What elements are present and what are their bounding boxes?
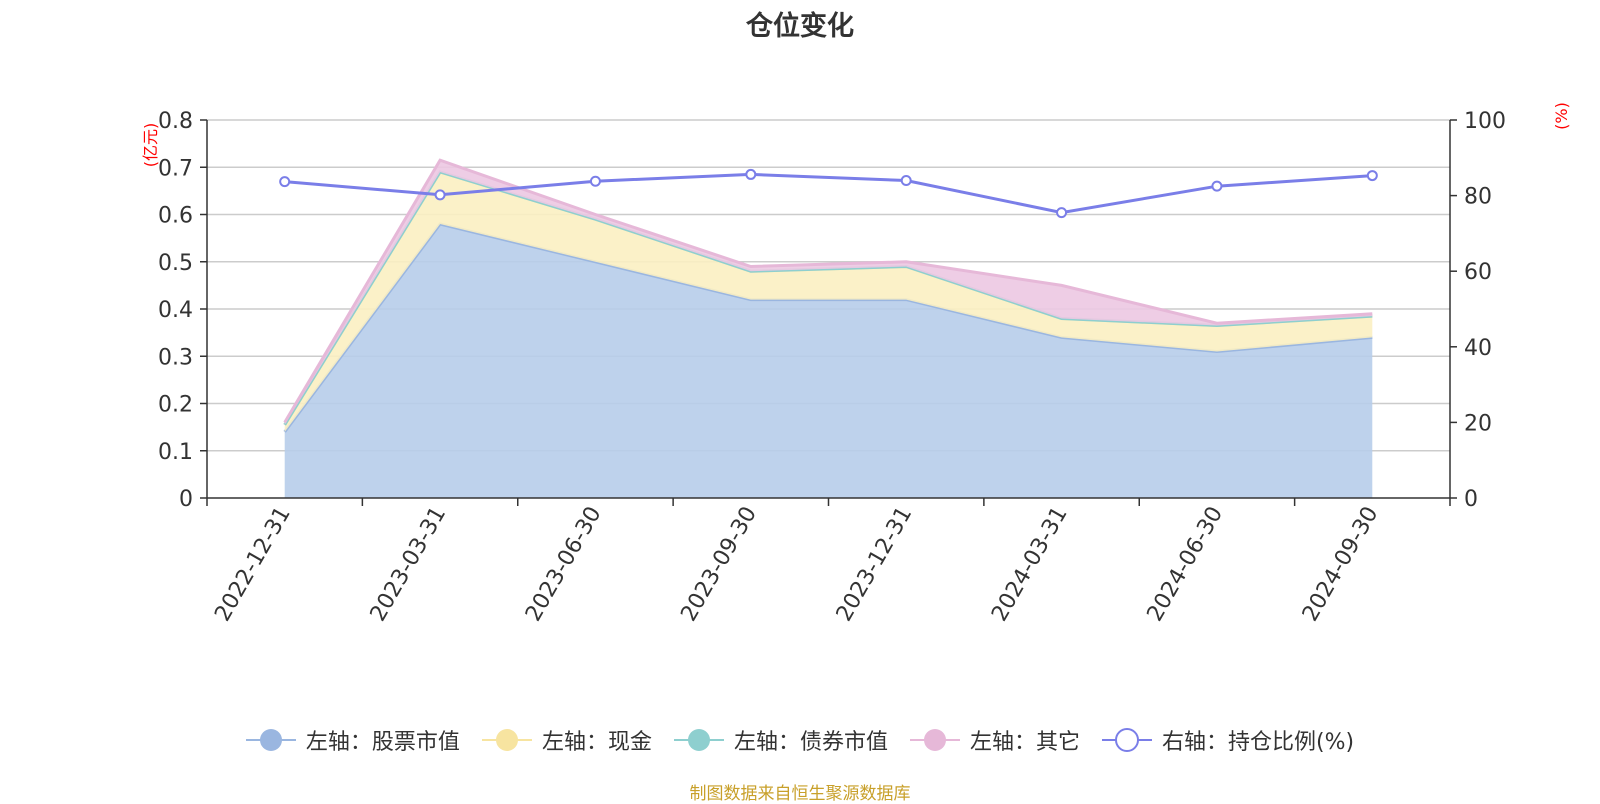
left-tick-label: 0 — [179, 487, 193, 512]
legend: 左轴：股票市值 左轴：现金 左轴：债券市值 左轴：其它 右轴：持仓比例(%) — [0, 722, 1600, 758]
legend-swatch-bond-icon — [673, 729, 724, 751]
legend-label-stock: 左轴：股票市值 — [305, 730, 460, 755]
ratio-point — [279, 176, 291, 188]
left-tick-label: 0.7 — [158, 156, 193, 181]
x-tick-label: 2023-12-31 — [832, 503, 918, 626]
legend-item-other[interactable]: 左轴：其它 — [909, 724, 1080, 756]
ratio-point — [589, 175, 601, 187]
x-tick-label: 2024-09-30 — [1298, 503, 1384, 626]
ratio-line-series — [279, 168, 1378, 219]
right-tick-label: 100 — [1464, 109, 1506, 134]
x-tick-label: 2024-03-31 — [987, 503, 1073, 626]
left-tick-label: 0.1 — [158, 440, 193, 465]
x-tick-label: 2023-06-30 — [521, 503, 607, 626]
area-1 — [284, 172, 1373, 432]
right-tick-label: 60 — [1464, 260, 1492, 285]
left-tick-label: 0.6 — [158, 204, 193, 229]
legend-item-cash[interactable]: 左轴：现金 — [481, 724, 652, 756]
left-tick-label: 0.3 — [158, 345, 193, 370]
ratio-point — [434, 189, 446, 201]
right-tick-label: 40 — [1464, 336, 1492, 361]
legend-label-ratio: 右轴：持仓比例(%) — [1161, 730, 1355, 755]
left-tick-label: 0.5 — [158, 251, 193, 276]
legend-item-stock[interactable]: 左轴：股票市值 — [245, 724, 460, 756]
x-tick-label: 2022-12-31 — [210, 503, 296, 626]
legend-label-cash: 左轴：现金 — [541, 730, 652, 755]
left-tick-label: 0.8 — [158, 109, 193, 134]
legend-item-bond[interactable]: 左轴：债券市值 — [673, 724, 888, 756]
legend-swatch-cash-icon — [481, 729, 532, 751]
right-tick-label: 20 — [1464, 411, 1492, 436]
area-series — [283, 158, 1373, 498]
legend-swatch-ratio-icon — [1101, 728, 1152, 752]
right-tick-label: 80 — [1464, 185, 1492, 210]
ratio-point — [745, 168, 757, 180]
ratio-point — [1366, 170, 1378, 182]
legend-item-ratio[interactable]: 右轴：持仓比例(%) — [1101, 724, 1355, 756]
x-tick-label: 2024-06-30 — [1143, 503, 1229, 626]
x-tick-label: 2023-03-31 — [366, 503, 452, 626]
x-tick-label: 2023-09-30 — [676, 503, 762, 626]
area-0 — [284, 224, 1373, 498]
legend-swatch-other-icon — [909, 729, 960, 751]
ratio-point — [1211, 180, 1223, 192]
chart-title: 仓位变化 — [746, 11, 854, 42]
ratio-line — [284, 172, 1373, 215]
data-source-note: 制图数据来自恒生聚源数据库 — [689, 784, 911, 804]
legend-label-other: 左轴：其它 — [969, 730, 1080, 755]
left-tick-label: 0.4 — [158, 298, 193, 323]
right-axis-label: (%) — [1552, 102, 1571, 130]
ratio-point — [900, 174, 912, 186]
legend-swatch-stock-icon — [245, 729, 296, 751]
left-axis-label: (亿元) — [141, 123, 160, 168]
area-line-3 — [283, 158, 1373, 424]
legend-label-bond: 左轴：债券市值 — [733, 730, 888, 755]
left-tick-label: 0.2 — [158, 393, 193, 418]
right-tick-label: 0 — [1464, 487, 1478, 512]
ratio-point — [1056, 207, 1068, 219]
